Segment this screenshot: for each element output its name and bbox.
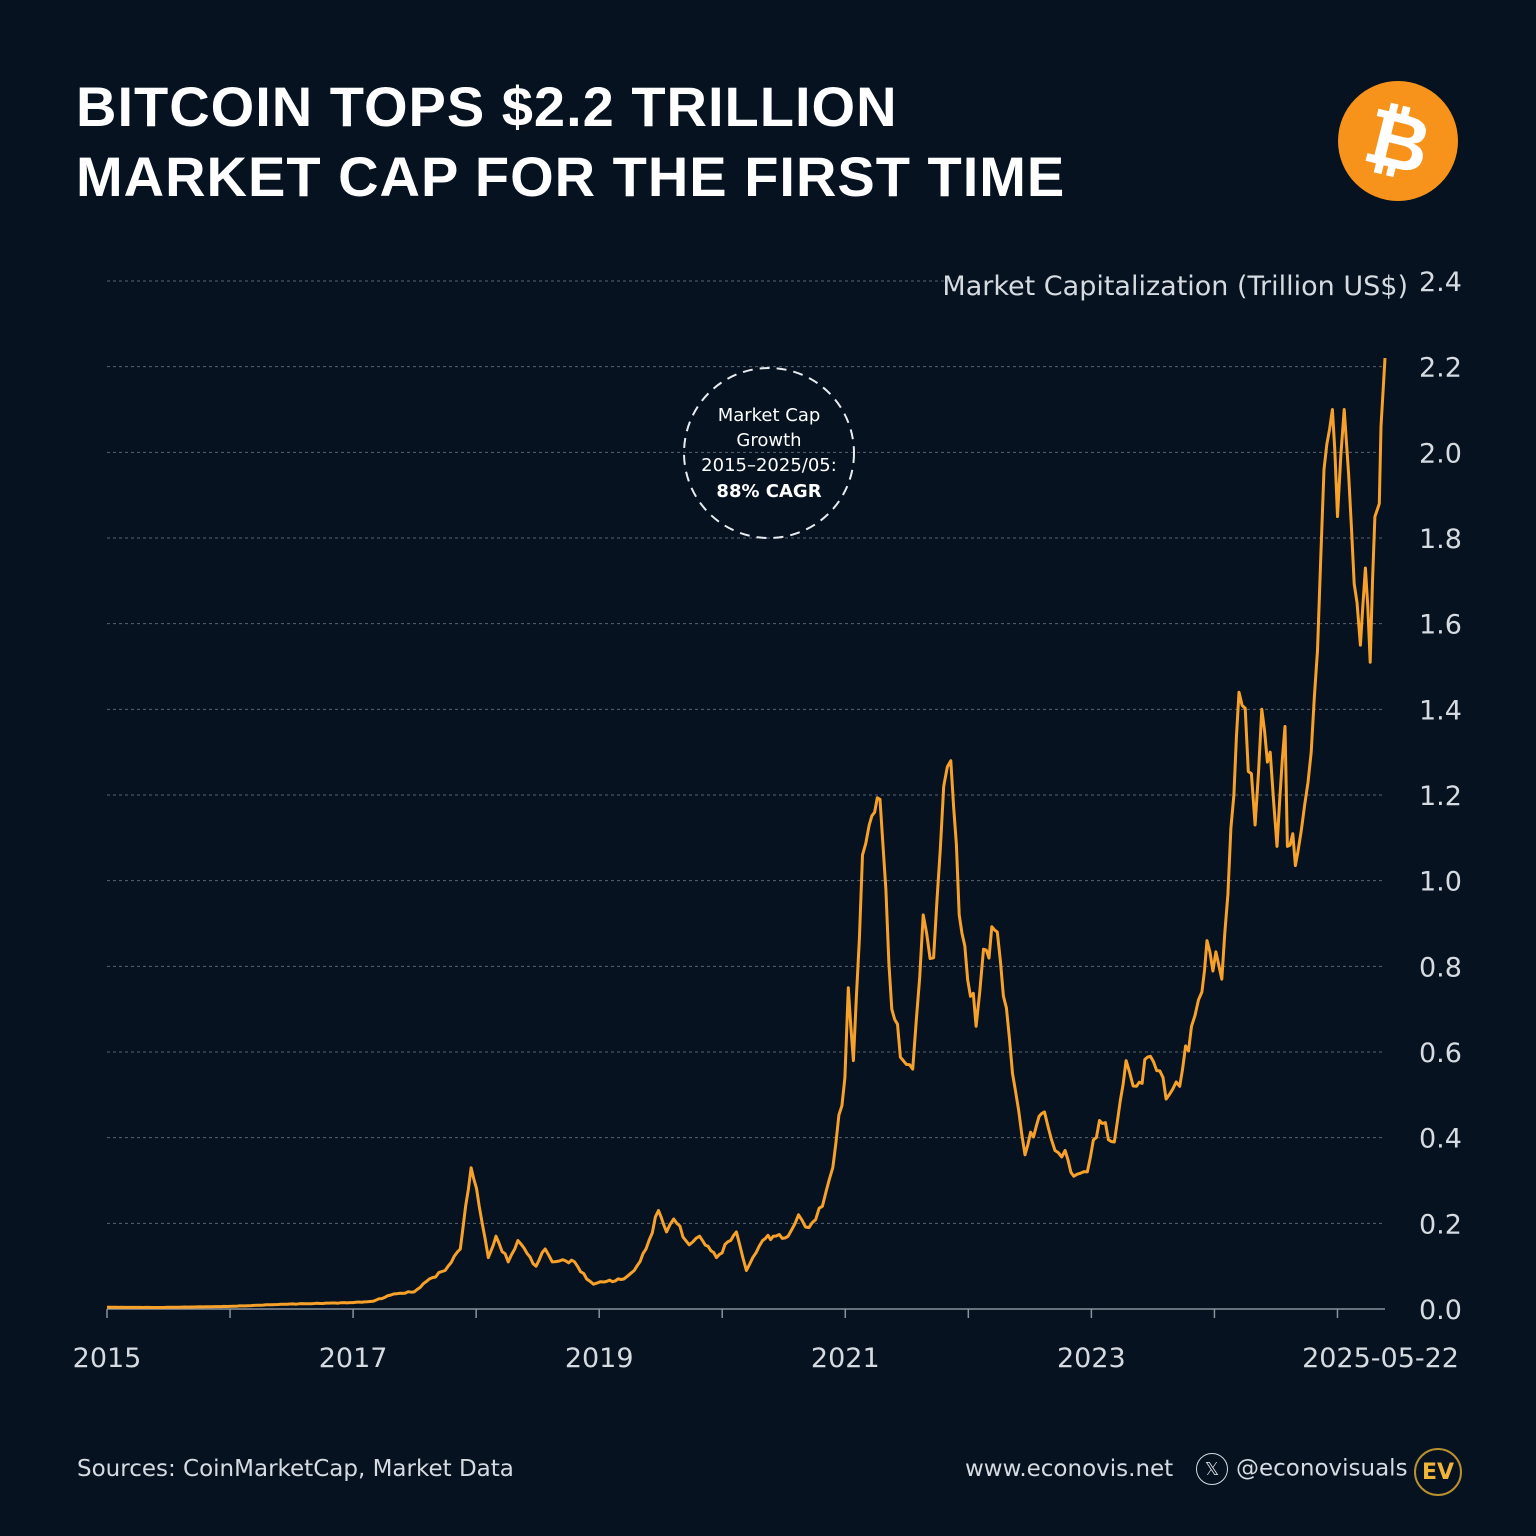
market-cap-line bbox=[107, 358, 1387, 1309]
y-tick-label: 1.2 bbox=[1419, 781, 1462, 812]
x-tick-label: 2015 bbox=[73, 1343, 142, 1374]
y-tick-label: 1.8 bbox=[1419, 524, 1462, 555]
y-tick-label: 1.0 bbox=[1419, 867, 1462, 898]
title-line-1: BITCOIN TOPS $2.2 TRILLION bbox=[76, 75, 898, 138]
x-tick-label: 2023 bbox=[1057, 1343, 1126, 1374]
y-tick-label: 0.2 bbox=[1419, 1209, 1462, 1240]
annotation-line-4: 88% CAGR bbox=[716, 481, 821, 502]
x-tick-label: 2019 bbox=[565, 1343, 634, 1374]
y-tick-label: 0.0 bbox=[1419, 1295, 1462, 1326]
cagr-annotation: Market Cap Growth 2015–2025/05: 88% CAGR bbox=[683, 367, 855, 539]
y-tick-label: 0.4 bbox=[1419, 1124, 1462, 1155]
handle-text: @econovisuals bbox=[1236, 1455, 1408, 1482]
y-tick-label: 2.4 bbox=[1419, 267, 1462, 298]
title-line-2: MARKET CAP FOR THE FIRST TIME bbox=[76, 145, 1066, 208]
x-tick-label: 2021 bbox=[811, 1343, 880, 1374]
y-tick-label: 2.2 bbox=[1419, 353, 1462, 384]
annotation-line-2: Growth bbox=[736, 430, 801, 451]
social-handle[interactable]: 𝕏 @econovisuals bbox=[1196, 1453, 1408, 1485]
annotation-line-3: 2015–2025/05: bbox=[701, 455, 837, 476]
website-link[interactable]: www.econovis.net bbox=[965, 1456, 1174, 1482]
sources: Sources: CoinMarketCap, Market Data bbox=[77, 1456, 514, 1482]
y-tick-label: 1.4 bbox=[1419, 695, 1462, 726]
econovis-logo: EV bbox=[1414, 1448, 1462, 1496]
page-title: BITCOIN TOPS $2.2 TRILLION MARKET CAP FO… bbox=[76, 72, 1065, 212]
x-tick-label: 2017 bbox=[319, 1343, 388, 1374]
bitcoin-icon: ₿ bbox=[1338, 81, 1458, 201]
y-tick-label: 0.6 bbox=[1419, 1038, 1462, 1069]
y-tick-label: 1.6 bbox=[1419, 610, 1462, 641]
x-tick-label: 2025-05-22 bbox=[1302, 1343, 1459, 1374]
y-tick-label: 0.8 bbox=[1419, 952, 1462, 983]
annotation-line-1: Market Cap bbox=[718, 405, 821, 426]
x-icon: 𝕏 bbox=[1196, 1453, 1228, 1485]
y-axis-title: Market Capitalization (Trillion US$) bbox=[942, 271, 1408, 302]
y-tick-label: 2.0 bbox=[1419, 438, 1462, 469]
